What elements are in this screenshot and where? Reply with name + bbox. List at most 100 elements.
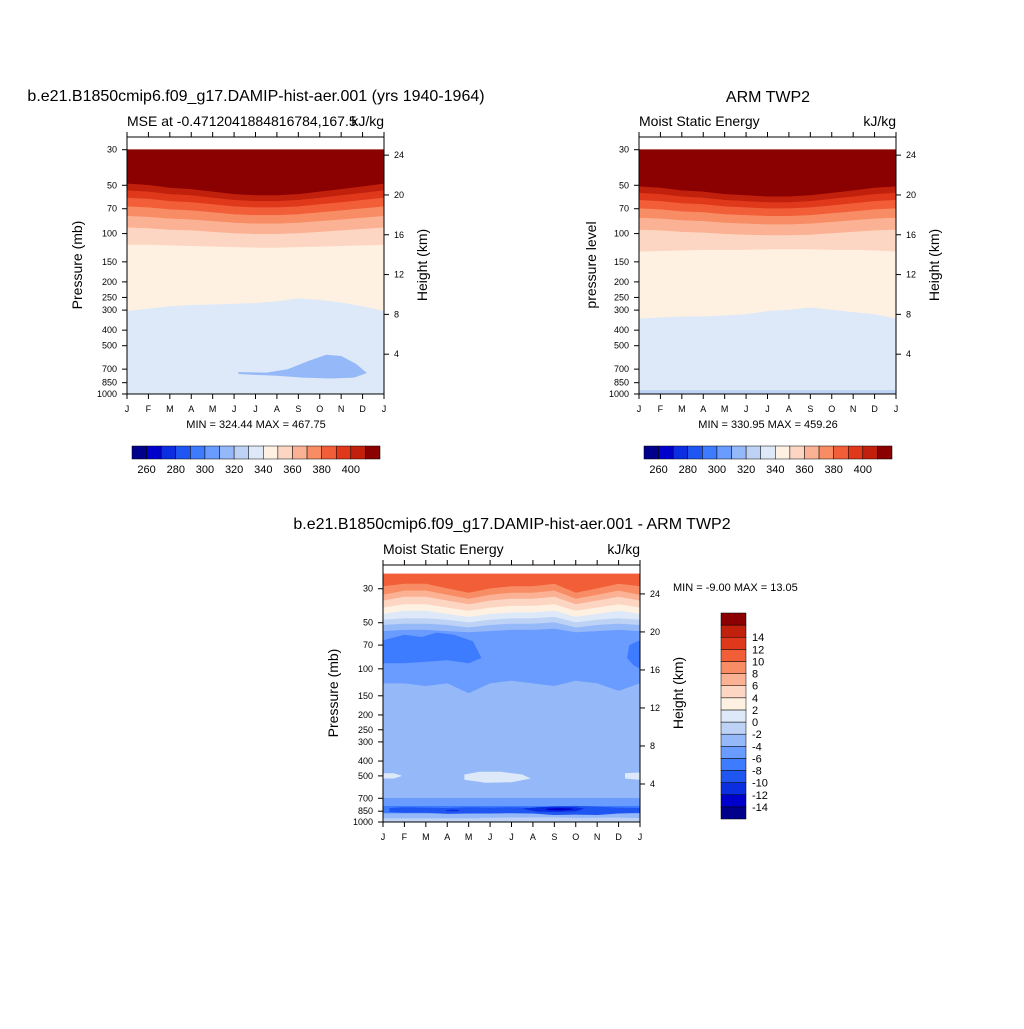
x-tick-label: N <box>338 404 345 414</box>
panel-1-right-subtitle: kJ/kg <box>351 113 384 129</box>
panel-2-ylabel: pressure level <box>583 221 599 308</box>
y2-tick-label: 8 <box>394 309 399 319</box>
y-tick-label: 150 <box>102 257 117 267</box>
colorbar-box <box>720 673 747 686</box>
colorbar-box <box>804 445 820 460</box>
contour-band <box>383 798 640 807</box>
x-tick-label: A <box>188 404 194 414</box>
y2-tick-label: 4 <box>394 349 399 359</box>
colorbar-box <box>720 782 747 796</box>
panel-1-ylabel: Pressure (mb) <box>69 221 85 310</box>
y-tick-label: 70 <box>619 204 629 214</box>
y-tick-label: 300 <box>614 305 629 315</box>
contour-region <box>464 771 531 783</box>
y2-tick-label: 16 <box>906 230 916 240</box>
y-tick-label: 30 <box>619 145 629 155</box>
x-tick-label: J <box>488 832 493 842</box>
contour-region <box>238 354 367 379</box>
x-tick-label: J <box>765 404 770 414</box>
y-tick-label: 100 <box>614 229 629 239</box>
colorbar-box <box>720 770 747 783</box>
colorbar-label: 320 <box>737 464 755 476</box>
x-tick-label: N <box>594 832 601 842</box>
colorbar-label: 280 <box>167 464 185 476</box>
y-tick-label: 200 <box>358 710 373 720</box>
colorbar-box <box>131 445 147 460</box>
contour-band <box>639 149 896 198</box>
colorbar-box <box>643 445 659 460</box>
contour-region <box>383 632 482 664</box>
y-tick-label: 400 <box>614 325 629 335</box>
panel-1: b.e21.B1850cmip6.f09_g17.DAMIP-hist-aer.… <box>27 88 484 476</box>
colorbar-box <box>760 445 776 460</box>
colorbar-label: -10 <box>752 778 768 790</box>
contour-band <box>639 249 896 320</box>
x-tick-label: M <box>209 404 217 414</box>
colorbar-label: -8 <box>752 766 762 778</box>
colorbar-box <box>292 445 308 460</box>
colorbar-box <box>731 445 747 460</box>
y-tick-label: 100 <box>102 229 117 239</box>
y2-tick-label: 8 <box>650 741 655 751</box>
colorbar-label: 400 <box>342 464 360 476</box>
contour-region <box>627 640 640 669</box>
y-tick-label: 500 <box>102 341 117 351</box>
y-tick-label: 50 <box>107 180 117 190</box>
panel-3-axes: J F M A M J J A S O N D J 30 50 70 100 150 200 250 300 400 500… <box>353 560 660 842</box>
colorbar-label: 2 <box>752 705 758 717</box>
colorbar-box <box>672 445 689 460</box>
panel-2-contour-area <box>639 149 896 394</box>
colorbar-label: -2 <box>752 729 762 741</box>
contour-region <box>625 772 640 780</box>
colorbar-label: 340 <box>766 464 784 476</box>
colorbar-label: 300 <box>196 464 214 476</box>
x-tick-label: J <box>253 404 258 414</box>
x-tick-label: J <box>638 832 643 842</box>
colorbar-box <box>687 445 703 460</box>
colorbar-box <box>720 733 747 747</box>
colorbar-box <box>365 445 381 460</box>
colorbar-box <box>720 624 747 638</box>
y-tick-label: 400 <box>358 756 373 766</box>
y-tick-label: 70 <box>107 204 117 214</box>
colorbar-box <box>716 445 732 460</box>
y-tick-label: 500 <box>614 341 629 351</box>
colorbar-box <box>248 445 264 460</box>
x-tick-label: M <box>678 404 686 414</box>
y2-tick-label: 12 <box>650 703 660 713</box>
y-tick-label: 250 <box>614 292 629 302</box>
panel-3-right-subtitle: kJ/kg <box>607 541 640 557</box>
colorbar-box <box>789 445 805 460</box>
colorbar-label: -4 <box>752 741 762 753</box>
panel-3-ylabel: Pressure (mb) <box>325 649 341 738</box>
colorbar-box <box>833 445 849 460</box>
x-tick-label: O <box>828 404 835 414</box>
colorbar-box <box>862 445 878 460</box>
y2-tick-label: 20 <box>906 190 916 200</box>
contour-band <box>127 244 384 312</box>
x-tick-label: N <box>850 404 857 414</box>
colorbar-label: 360 <box>795 464 813 476</box>
y-tick-label: 850 <box>102 378 117 388</box>
x-tick-label: F <box>146 404 152 414</box>
y2-tick-label: 12 <box>394 270 404 280</box>
colorbar-box <box>658 445 674 460</box>
colorbar-box <box>720 612 747 626</box>
y-tick-label: 400 <box>102 325 117 335</box>
y-tick-label: 700 <box>614 364 629 374</box>
x-tick-label: J <box>637 404 642 414</box>
contour-band <box>639 390 896 394</box>
x-tick-label: A <box>530 832 536 842</box>
colorbar-box <box>233 445 249 460</box>
colorbar-box <box>720 806 747 820</box>
colorbar-box <box>720 636 747 650</box>
contour-region <box>445 809 461 812</box>
y-tick-label: 200 <box>614 277 629 287</box>
panel-3: b.e21.B1850cmip6.f09_g17.DAMIP-hist-aer.… <box>293 516 797 842</box>
y-tick-label: 50 <box>619 180 629 190</box>
contour-region <box>127 380 384 394</box>
y-tick-label: 70 <box>363 640 373 650</box>
x-tick-label: A <box>444 832 450 842</box>
colorbar-box <box>818 445 834 460</box>
y-tick-label: 250 <box>102 292 117 302</box>
